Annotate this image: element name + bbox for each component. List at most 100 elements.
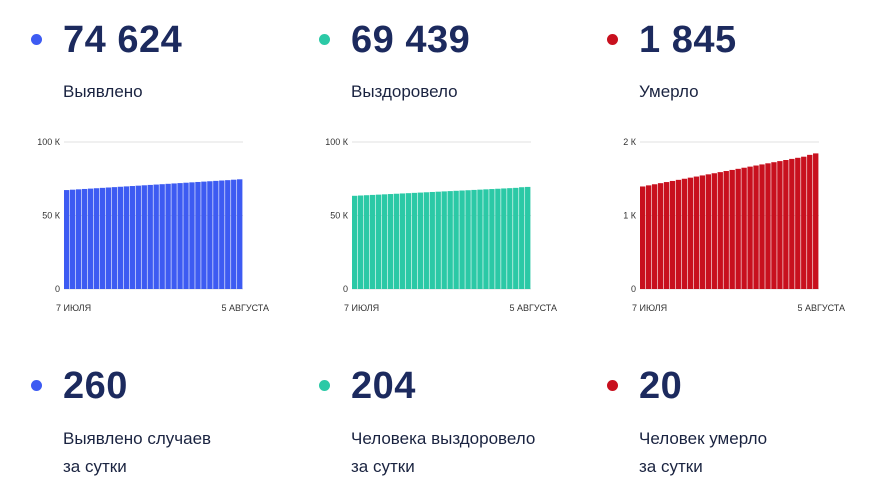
recovered-daily-label-line1: Человека выздоровело xyxy=(351,429,536,448)
recovered-bar xyxy=(369,194,376,289)
detected-bar xyxy=(219,180,225,289)
detected-bar xyxy=(129,186,135,289)
recovered-chart: 0 50 К 100 К 7 ИЮЛЯ 5 АВГУСТА xyxy=(325,137,557,313)
deaths-bar xyxy=(705,174,711,289)
detected-bar xyxy=(105,187,112,289)
recovered-bar xyxy=(459,190,465,289)
deaths-bar xyxy=(675,179,682,289)
detected-bar xyxy=(111,187,118,289)
detected-bar xyxy=(123,186,130,289)
detected-total: 74 624 xyxy=(63,19,183,61)
detected-bar xyxy=(213,180,219,289)
recovered-bar xyxy=(411,192,418,289)
deaths-ytick-label: 2 К xyxy=(623,137,637,147)
deaths-total-label: Умерло xyxy=(639,82,699,101)
recovered-bar xyxy=(447,191,453,289)
detected-bar xyxy=(207,181,213,289)
recovered-ytick-label: 0 xyxy=(343,284,348,294)
recovered-bar xyxy=(495,188,501,289)
detected-bar xyxy=(117,186,124,289)
deaths-ytick-label: 1 К xyxy=(623,211,637,221)
recovered-bar xyxy=(489,189,495,289)
deaths-daily-label-line2: за сутки xyxy=(639,457,703,476)
deaths-daily-label-line1: Человек умерло xyxy=(639,429,768,448)
recovered-bar xyxy=(352,195,358,289)
detected-bar xyxy=(189,182,195,289)
detected-bar xyxy=(81,188,88,289)
detected-bar xyxy=(87,188,94,289)
deaths-xlabel-end: 5 АВГУСТА xyxy=(797,303,845,313)
detected-daily: 260 xyxy=(63,365,128,407)
detected-bar xyxy=(99,187,106,289)
deaths-bar xyxy=(765,163,771,289)
deaths-bar xyxy=(783,160,789,289)
stat-column-recovered: 69 439 Выздоровело 0 50 К 100 К 7 ИЮЛЯ 5 АВГ… xyxy=(316,0,606,495)
recovered-bar xyxy=(471,189,477,289)
detected-bar xyxy=(93,188,100,289)
recovered-ytick-label: 50 К xyxy=(330,211,349,221)
recovered-total: 69 439 xyxy=(351,19,471,61)
deaths-bar xyxy=(651,184,658,289)
detected-bar xyxy=(171,183,177,289)
recovered-bar xyxy=(393,193,400,289)
recovered-bar xyxy=(423,192,429,289)
deaths-bar xyxy=(699,175,706,289)
recovered-bar xyxy=(375,194,382,289)
recovered-daily-label: Человека выздоровело за сутки xyxy=(351,425,535,481)
detected-dot-icon xyxy=(31,34,42,45)
deaths-bar xyxy=(735,168,741,289)
deaths-bar xyxy=(795,157,801,289)
detected-daily-label-line1: Выявлено случаев xyxy=(63,429,212,448)
recovered-bar xyxy=(387,194,394,289)
detected-xlabel-start: 7 ИЮЛЯ xyxy=(56,303,91,313)
detected-bar xyxy=(135,185,141,289)
deaths-bar xyxy=(801,156,807,289)
deaths-bar xyxy=(741,167,747,289)
detected-bar xyxy=(64,190,70,289)
deaths-bar xyxy=(669,180,676,289)
detected-bar xyxy=(177,183,183,289)
recovered-bar xyxy=(417,192,423,289)
deaths-bar xyxy=(813,153,819,289)
deaths-daily-dot-icon xyxy=(607,380,618,391)
deaths-bar xyxy=(759,164,765,289)
recovered-bar xyxy=(519,187,525,289)
detected-ytick-label: 50 К xyxy=(42,211,61,221)
recovered-bar xyxy=(405,193,412,289)
recovered-bar xyxy=(441,191,447,289)
detected-ytick-label: 100 К xyxy=(37,137,61,147)
recovered-total-label: Выздоровело xyxy=(351,82,458,101)
detected-bar xyxy=(159,184,165,289)
detected-xlabel-end: 5 АВГУСТА xyxy=(221,303,269,313)
detected-bar xyxy=(183,182,189,289)
recovered-bar xyxy=(465,190,471,289)
detected-bar xyxy=(237,179,243,289)
deaths-bar xyxy=(753,165,759,289)
recovered-daily-label-line2: за сутки xyxy=(351,457,415,476)
deaths-bar xyxy=(729,169,735,289)
deaths-bar xyxy=(657,183,664,289)
detected-total-label: Выявлено xyxy=(63,82,143,101)
recovered-bar xyxy=(477,189,483,289)
deaths-bar xyxy=(717,172,723,289)
detected-bar xyxy=(225,180,231,289)
recovered-bar xyxy=(507,188,513,289)
deaths-dot-icon xyxy=(607,34,618,45)
deaths-bar xyxy=(789,158,795,289)
detected-bar xyxy=(147,184,153,289)
deaths-bar xyxy=(807,154,813,289)
deaths-bar xyxy=(777,161,783,289)
detected-bar xyxy=(69,189,76,289)
detected-bar xyxy=(153,184,159,289)
detected-bar xyxy=(195,181,201,289)
deaths-daily-label: Человек умерло за сутки xyxy=(639,425,767,481)
recovered-daily-dot-icon xyxy=(319,380,330,391)
recovered-bar xyxy=(363,195,370,289)
detected-daily-dot-icon xyxy=(31,380,42,391)
deaths-bar xyxy=(723,171,729,289)
deaths-total: 1 845 xyxy=(639,19,737,61)
detected-chart: 0 50 К 100 К 7 ИЮЛЯ 5 АВГУСТА xyxy=(37,137,269,313)
recovered-daily: 204 xyxy=(351,365,416,407)
deaths-daily: 20 xyxy=(639,365,683,407)
deaths-chart: 0 1 К 2 К 7 ИЮЛЯ 5 АВГУСТА xyxy=(623,137,845,313)
